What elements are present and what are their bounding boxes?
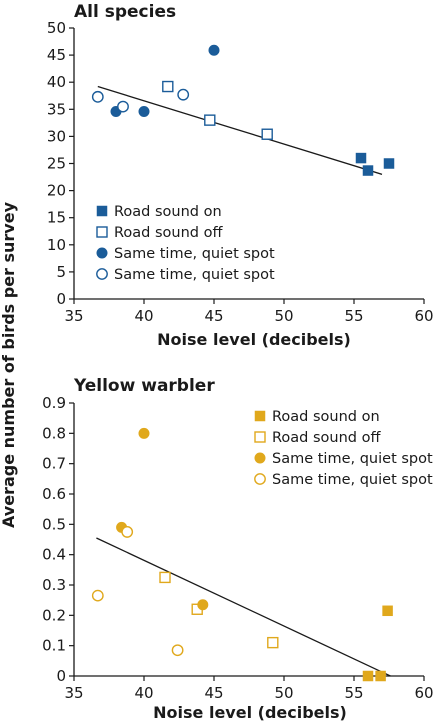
data-point	[375, 670, 386, 682]
y-tick-label: 0.6	[42, 485, 66, 503]
legend-marker	[96, 247, 108, 259]
data-point	[91, 589, 104, 602]
data-point	[91, 90, 104, 103]
legend-label: Road sound off	[272, 430, 381, 446]
y-tick-label: 0.5	[42, 515, 66, 533]
data-point	[362, 670, 374, 682]
legend-marker	[254, 410, 266, 422]
legend-label: Same time, quiet spot	[114, 267, 275, 283]
data-point	[177, 88, 190, 101]
trend-line	[96, 537, 391, 677]
y-tick-label: 0.7	[42, 455, 66, 473]
x-tick-label: 50	[274, 684, 293, 702]
x-tick-label: 45	[204, 684, 223, 702]
x-tick-label: 60	[414, 307, 433, 325]
y-tick-label: 35	[47, 100, 66, 118]
y-tick-label: 5	[56, 263, 66, 281]
y-tick-label: 0.9	[42, 394, 66, 412]
legend: Road sound on Road sound off Same time, qu…	[254, 409, 433, 488]
legend-marker	[96, 226, 108, 238]
data-point	[383, 158, 395, 169]
legend-marker	[254, 431, 266, 443]
data-point	[382, 605, 393, 617]
panel-title: Yellow warbler	[73, 376, 215, 396]
y-tick-label: 15	[47, 209, 66, 227]
data-point	[159, 571, 171, 584]
panel-all-species: All species Noise level (decibels) 0 5 10 1…	[47, 2, 434, 349]
data-point	[355, 152, 367, 164]
y-tick-label: 0.4	[42, 546, 66, 564]
x-tick-label: 55	[344, 684, 363, 702]
data-point	[197, 599, 209, 611]
data-point	[162, 80, 174, 93]
y-tick-label: 0.2	[42, 606, 66, 624]
x-axis-label: Noise level (decibels)	[157, 330, 351, 349]
legend-label: Road sound on	[114, 204, 222, 220]
y-tick-label: 50	[47, 19, 66, 37]
legend-marker	[96, 205, 108, 217]
x-tick-label: 40	[134, 307, 153, 325]
x-tick-label: 50	[274, 307, 293, 325]
y-tick-label: 0	[56, 290, 66, 308]
data-point	[121, 526, 134, 538]
legend: Road sound on Road sound off Same time, qu…	[96, 204, 275, 283]
legend-marker	[96, 268, 108, 280]
x-tick-label: 55	[344, 307, 363, 325]
x-tick-label: 45	[204, 307, 223, 325]
data-point	[267, 636, 279, 649]
legend-label: Road sound off	[114, 225, 223, 241]
data-point	[138, 105, 150, 117]
x-tick-label: 35	[64, 307, 83, 325]
legend-marker	[254, 473, 266, 485]
y-tick-label: 40	[47, 73, 66, 91]
y-tick-label: 10	[47, 236, 66, 254]
y-tick-label: 0.1	[42, 637, 66, 655]
data-point	[138, 427, 150, 439]
y-tick-label: 0.3	[42, 576, 66, 594]
x-tick-label: 60	[414, 684, 433, 702]
panel-yellow-warbler: Yellow warbler Noise level (decibels) 0 0…	[42, 376, 433, 722]
y-tick-label: 45	[47, 46, 66, 64]
data-point	[208, 44, 220, 56]
data-point	[204, 114, 216, 126]
y-tick-label: 0	[56, 667, 66, 685]
x-tick-label: 35	[64, 684, 83, 702]
x-tick-label: 40	[134, 684, 153, 702]
y-tick-label: 0.8	[42, 424, 66, 442]
y-tick-label: 30	[47, 127, 66, 145]
legend-label: Same time, quiet spot	[114, 246, 275, 262]
legend-label: Same time, quiet spot	[272, 451, 433, 467]
legend-label: Same time, quiet spot	[272, 472, 433, 488]
legend-marker	[254, 452, 266, 464]
y-tick-label: 20	[47, 182, 66, 200]
data-point	[261, 128, 273, 140]
data-point	[362, 165, 374, 176]
panel-title: All species	[74, 2, 176, 22]
data-point	[117, 100, 129, 113]
trend-line	[97, 85, 383, 175]
shared-y-axis-label: Average number of birds per survey	[0, 201, 18, 528]
y-tick-label: 25	[47, 155, 66, 173]
data-point	[171, 644, 184, 657]
x-axis-label: Noise level (decibels)	[153, 703, 347, 722]
legend-label: Road sound on	[272, 409, 380, 425]
